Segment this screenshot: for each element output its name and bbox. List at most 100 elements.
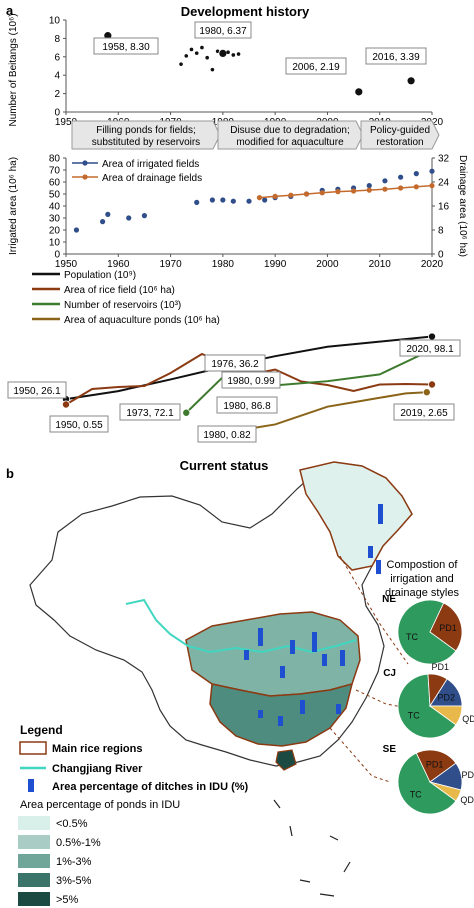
drainage-point — [335, 189, 341, 195]
irrigated-point — [126, 215, 132, 221]
x-tick-label: 2000 — [316, 259, 339, 270]
trend-endpoint — [62, 400, 71, 409]
irrigated-point — [398, 174, 404, 180]
y-tick-label: 80 — [49, 154, 61, 165]
pie-title: NE — [382, 594, 396, 605]
era-3-line-2: restoration — [376, 137, 423, 148]
callout-1958: 1958, 8.30 — [102, 42, 150, 53]
beitang-point — [184, 54, 189, 58]
irrigated-point — [209, 197, 215, 203]
drainage-point — [429, 183, 435, 189]
legend-ditch: Area percentage of ditches in IDU (%) — [52, 781, 249, 793]
callout-box — [7, 381, 67, 399]
trend-line — [185, 348, 433, 414]
pie-slice — [397, 673, 457, 739]
pie-slice — [429, 781, 462, 802]
trends-legend: Population (10⁹) Area of rice field (10⁶… — [32, 270, 220, 326]
region-hainan — [275, 749, 297, 771]
irrigation-legend: Area of irrigated fields Area of drainag… — [72, 159, 202, 184]
irrigated-point — [413, 171, 419, 177]
drainage-point — [398, 185, 404, 191]
callout-box — [365, 47, 427, 65]
ditch-bar — [322, 654, 327, 666]
irrigation-plot: 1950 1960 1970 1980 1990 2000 2010 202001020304… — [8, 154, 468, 271]
y2-tick-label: 16 — [438, 202, 450, 213]
callout-rice-1976: 1976, 36.2 — [211, 359, 259, 370]
callout-box — [393, 403, 455, 421]
composition-title-2: irrigation and — [390, 573, 454, 585]
pie-slice — [397, 599, 457, 665]
pond-class-1: <0.5% — [56, 818, 88, 830]
beitang-point — [189, 47, 194, 52]
irrigated-point — [366, 183, 372, 189]
irrigated-point — [382, 178, 388, 184]
era-3-line-1: Policy-guided — [370, 125, 430, 136]
pie-slice — [429, 602, 463, 652]
callout-box — [285, 57, 347, 75]
irrigated-point — [100, 219, 106, 225]
legend-reservoirs: Number of reservoirs (10³) — [64, 300, 181, 311]
legend-drainage: Area of drainage fields — [102, 173, 202, 184]
callout-2016: 2016, 3.39 — [372, 52, 420, 63]
irrigation-ticks: 1950 1960 1970 1980 1990 2000 2010 202001020304… — [49, 154, 450, 271]
era-1-line-1: Filling ponds for fields; — [96, 125, 196, 136]
beitang-plot: 195019601970198019902000201020200246810 … — [8, 13, 444, 128]
pond-class-5: >5% — [56, 894, 79, 906]
ditch-bar — [244, 650, 249, 660]
callout-box — [399, 339, 461, 357]
beitang-points — [103, 31, 416, 97]
drainage-point — [288, 192, 294, 198]
beitang-point — [194, 51, 199, 55]
y-tick-label: 30 — [49, 214, 61, 225]
drainage-point — [303, 191, 310, 197]
drainage-y-label: Drainage area (10⁶ ha) — [457, 155, 468, 257]
drainage-line — [259, 184, 433, 199]
ditch-bar — [280, 666, 285, 678]
irrigated-point — [230, 198, 236, 204]
y-tick-label: 10 — [49, 16, 61, 27]
legend-aquaculture: Area of aquaculture ponds (10⁶ ha) — [64, 315, 220, 326]
drainage-point — [382, 186, 388, 192]
y-tick-label: 8 — [54, 34, 60, 45]
irrigated-point — [429, 168, 435, 174]
era-arrow-2 — [217, 120, 364, 150]
pie-title: SE — [383, 744, 397, 755]
y-tick-label: 2 — [54, 89, 60, 100]
composition-title-3: drainage styles — [385, 587, 459, 599]
drainage-point — [272, 193, 278, 199]
beitang-point — [215, 49, 220, 54]
region-ne — [299, 461, 413, 571]
beitang-point — [179, 62, 183, 66]
pond-class-3: 1%-3% — [56, 856, 92, 868]
irrigated-point — [73, 227, 80, 233]
callout-box — [204, 354, 266, 372]
y-tick-label: 60 — [49, 178, 61, 189]
y-tick-label: 20 — [49, 226, 61, 237]
trend-endpoint — [427, 380, 436, 389]
callout-res-2020: 2020, 98.1 — [406, 344, 454, 355]
legend-rice-regions: Main rice regions — [52, 743, 142, 755]
ditch-bar — [376, 560, 381, 574]
ditch-bar — [300, 700, 305, 714]
era-arrow-1 — [71, 120, 221, 150]
callout-box — [93, 37, 159, 55]
ditch-bar — [378, 504, 383, 524]
x-tick-label: 1990 — [264, 259, 287, 270]
beitang-point — [200, 45, 204, 50]
pie-label: PD2 — [462, 770, 474, 780]
legend-title: Legend — [20, 723, 63, 737]
y2-tick-label: 0 — [438, 250, 444, 261]
drainage-point — [366, 187, 372, 193]
y-tick-label: 0 — [54, 250, 60, 261]
sea-boundary — [273, 799, 351, 897]
trend-endpoint — [427, 332, 436, 341]
composition-pies: NE TC PD1 CJ TC PD1 PD2 QD SE TC PD1 PD2 QD — [382, 594, 474, 815]
x-tick-label: 1950 — [55, 117, 78, 128]
beitang-point — [218, 48, 228, 58]
beitang-y-label: Number of Beitangs (10⁶) — [8, 13, 19, 126]
legend-river: Changjiang River — [52, 763, 143, 775]
pond-swatch-1 — [18, 816, 50, 830]
beitang-point — [210, 67, 215, 72]
trend-line — [222, 391, 427, 434]
pond-swatch-4 — [18, 873, 50, 887]
